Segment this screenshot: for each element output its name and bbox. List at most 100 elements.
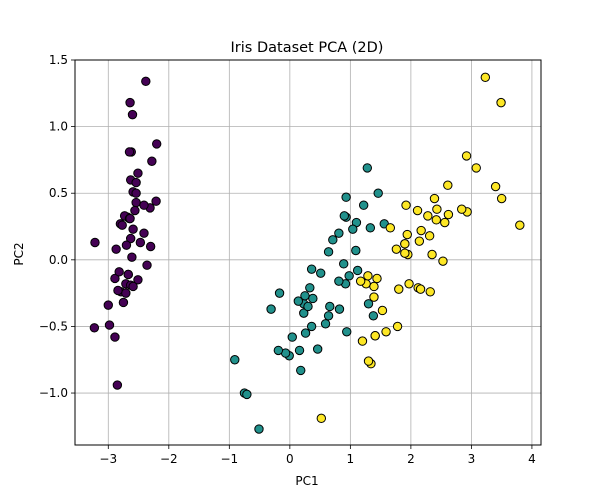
x-tick-label: −2 — [160, 452, 178, 466]
data-point — [391, 244, 402, 254]
data-point — [423, 211, 433, 221]
plot-area-frame — [74, 59, 542, 446]
data-point — [266, 304, 276, 314]
data-point — [145, 241, 156, 252]
data-point — [480, 72, 491, 83]
data-points — [89, 72, 525, 434]
data-point — [412, 205, 423, 216]
data-point — [110, 332, 120, 342]
y-tick-label: 0.0 — [49, 253, 68, 267]
data-point — [424, 231, 435, 241]
data-point — [323, 311, 334, 321]
x-tick-label: 1 — [347, 452, 355, 466]
data-point — [334, 228, 344, 238]
x-axis-ticks: −3 −2 −1 0 1 2 3 4 — [99, 445, 536, 466]
data-point — [339, 211, 350, 221]
data-point — [123, 269, 133, 280]
data-point — [139, 200, 149, 210]
data-point — [112, 380, 123, 390]
data-point — [312, 344, 323, 354]
data-point — [457, 204, 467, 214]
data-point — [130, 205, 140, 216]
data-point — [121, 288, 131, 298]
data-point — [443, 209, 454, 220]
data-point — [305, 283, 315, 293]
data-point — [131, 177, 141, 188]
data-point — [368, 311, 379, 321]
data-point — [89, 323, 100, 333]
data-point — [515, 220, 525, 230]
x-tick-label: −3 — [99, 452, 117, 466]
data-point — [133, 275, 143, 285]
data-point — [339, 259, 349, 269]
data-point — [299, 308, 309, 318]
y-axis-label: PC2 — [12, 242, 26, 265]
data-point — [306, 264, 317, 274]
data-point — [471, 163, 481, 173]
data-point — [427, 249, 437, 260]
data-point — [294, 345, 305, 356]
data-point — [308, 293, 318, 304]
data-point — [117, 220, 127, 230]
data-point — [320, 319, 331, 329]
data-point — [400, 239, 410, 249]
data-point — [369, 281, 379, 292]
x-tick-label: 4 — [528, 452, 536, 466]
data-point — [131, 197, 141, 208]
chart-title: Iris Dataset PCA (2D) — [231, 40, 384, 56]
data-point — [341, 192, 351, 202]
data-point — [147, 156, 157, 166]
data-point — [400, 248, 410, 258]
data-point — [381, 327, 391, 337]
data-point — [394, 284, 404, 294]
data-point — [303, 301, 313, 312]
data-point — [461, 151, 472, 161]
data-point — [496, 97, 506, 108]
data-point — [325, 301, 335, 312]
data-point — [274, 288, 285, 298]
data-point — [133, 168, 143, 178]
x-tick-label: 3 — [468, 452, 476, 466]
data-point — [111, 244, 121, 254]
data-point — [425, 287, 435, 297]
data-point — [443, 180, 453, 190]
data-point — [392, 321, 403, 332]
data-point — [293, 296, 304, 306]
data-point — [139, 228, 149, 238]
data-point — [142, 260, 152, 270]
data-point — [323, 247, 334, 257]
y-axis-ticks: −1.0 −0.5 0.0 0.5 1.0 1.5 — [39, 53, 75, 400]
y-tick-label: 1.5 — [49, 53, 68, 67]
data-point — [496, 193, 507, 204]
data-point — [151, 196, 161, 206]
data-point — [104, 320, 115, 330]
data-point — [124, 147, 135, 157]
x-axis-label: PC1 — [295, 474, 318, 488]
x-tick-label: −1 — [220, 452, 238, 466]
y-tick-label: −0.5 — [39, 319, 68, 333]
data-point — [358, 200, 369, 210]
data-point — [348, 224, 358, 234]
data-point — [431, 215, 442, 225]
data-point — [287, 332, 297, 342]
data-point — [352, 265, 363, 276]
data-point — [127, 252, 137, 262]
data-point — [128, 281, 138, 292]
data-point — [342, 327, 352, 337]
y-tick-label: −1.0 — [39, 386, 68, 400]
data-point — [363, 356, 374, 366]
data-point — [404, 279, 414, 289]
data-point — [230, 355, 240, 365]
data-point — [490, 181, 501, 192]
data-point — [328, 235, 338, 245]
data-point — [127, 109, 138, 120]
data-point — [363, 271, 373, 281]
data-point — [344, 271, 354, 281]
data-point — [355, 276, 366, 286]
data-point — [438, 256, 448, 266]
data-point — [440, 217, 450, 228]
data-point — [114, 267, 124, 277]
y-tick-label: 0.5 — [49, 186, 68, 200]
data-point — [414, 236, 425, 246]
